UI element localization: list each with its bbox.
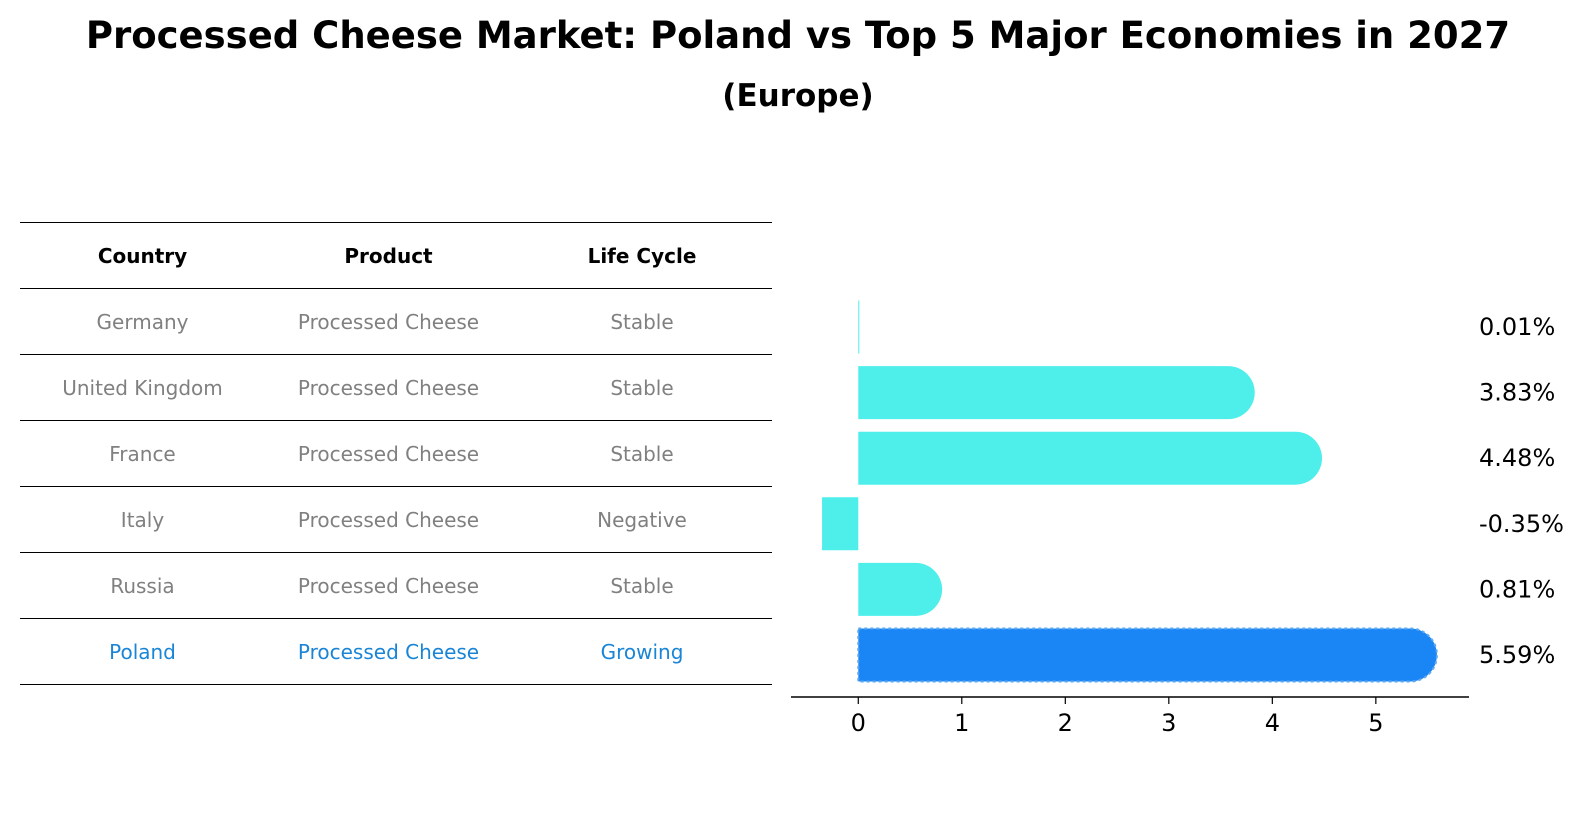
chart-subtitle: (Europe)	[722, 78, 874, 114]
table-row: Russia Processed Cheese Stable	[20, 552, 772, 619]
life-cycle-table: Country Product Life Cycle Germany Proce…	[20, 222, 772, 685]
cell-life-cycle: Growing	[512, 618, 772, 685]
x-tick-label: 4	[1265, 709, 1280, 737]
cell-country: Italy	[20, 486, 265, 553]
cell-product: Processed Cheese	[265, 420, 512, 487]
value-label: 0.81%	[1479, 575, 1555, 603]
cell-product: Processed Cheese	[265, 354, 512, 421]
value-label: -0.35%	[1479, 510, 1564, 538]
x-tick-label: 0	[851, 709, 866, 737]
table-header-row: Country Product Life Cycle	[20, 222, 772, 289]
bar-united-kingdom	[858, 366, 1255, 420]
bar-germany	[858, 300, 860, 354]
cell-product: Processed Cheese	[265, 486, 512, 553]
cell-life-cycle: Stable	[512, 288, 772, 355]
cell-life-cycle: Stable	[512, 420, 772, 487]
table-row: United Kingdom Processed Cheese Stable	[20, 354, 772, 421]
x-tick-label: 5	[1368, 709, 1383, 737]
cell-product: Processed Cheese	[265, 618, 512, 685]
bar-italy	[822, 497, 859, 551]
cell-life-cycle: Stable	[512, 552, 772, 619]
cell-life-cycle: Negative	[512, 486, 772, 553]
x-tick-label: 3	[1161, 709, 1176, 737]
cell-product: Processed Cheese	[265, 552, 512, 619]
cell-country: United Kingdom	[20, 354, 265, 421]
header-product: Product	[265, 222, 512, 289]
cell-product: Processed Cheese	[265, 288, 512, 355]
bar-russia	[858, 562, 943, 616]
table-row: France Processed Cheese Stable	[20, 420, 772, 487]
chart-title: Processed Cheese Market: Poland vs Top 5…	[85, 14, 1511, 57]
x-tick-label: 2	[1058, 709, 1073, 737]
cell-life-cycle: Stable	[512, 354, 772, 421]
cell-country: Poland	[20, 618, 265, 685]
bar-france	[858, 431, 1323, 485]
value-label: 0.01%	[1479, 313, 1555, 341]
value-label: 4.48%	[1479, 444, 1555, 472]
header-life-cycle: Life Cycle	[512, 222, 772, 289]
table-row: Italy Processed Cheese Negative	[20, 486, 772, 553]
header-country: Country	[20, 222, 265, 289]
cell-country: Germany	[20, 288, 265, 355]
table: Country Product Life Cycle Germany Proce…	[20, 222, 772, 685]
cell-country: Russia	[20, 552, 265, 619]
value-label: 3.83%	[1479, 379, 1555, 407]
table-row: Germany Processed Cheese Stable	[20, 288, 772, 355]
cell-country: France	[20, 420, 265, 487]
value-label: 5.59%	[1479, 641, 1555, 669]
table-row-highlight: Poland Processed Cheese Growing	[20, 618, 772, 685]
bar-poland	[857, 627, 1438, 683]
x-tick-label: 1	[954, 709, 969, 737]
